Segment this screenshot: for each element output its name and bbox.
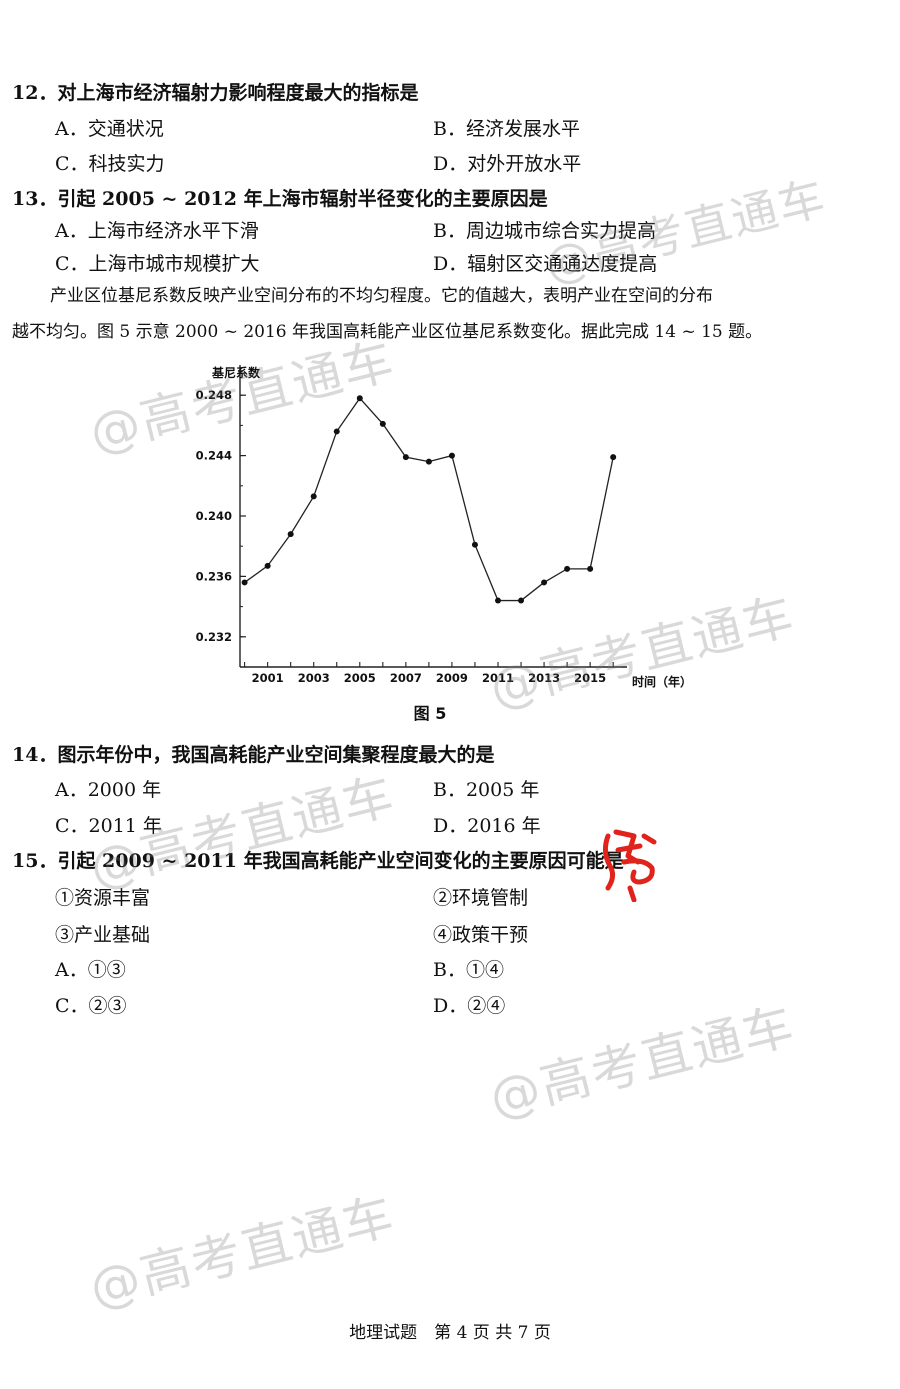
data-point [448,452,455,459]
q12-option-a: A．交通状况 [55,118,164,140]
passage: 产业区位基尼系数反映产业空间分布的不均匀程度。它的值越大，表明产业在空间的分布 … [12,278,884,350]
data-point [241,579,248,586]
q15-statement-3: ③产业基础 [55,924,151,946]
q15-statement-4: ④政策干预 [433,924,529,946]
x-tick-label: 2003 [298,671,330,685]
page-footer: 地理试题 第 4 页 共 7 页 [349,1323,551,1343]
q15-option-c: C．②③ [55,995,127,1017]
q15-option-b: B．①④ [433,959,504,981]
q14-option-d: D．2016 年 [433,815,541,837]
data-point [564,565,571,572]
q13-option-a: A．上海市经济水平下滑 [55,220,259,242]
series-line [244,397,614,602]
y-tick-label: 0.232 [196,630,232,644]
y-axis-label: 基尼系数 [211,365,261,380]
y-tick-label: 0.248 [196,388,232,402]
q13-option-d: D．辐射区交通通达度提高 [433,253,658,275]
data-point [471,541,478,548]
q12-option-b: B．经济发展水平 [433,118,580,140]
passage-line-2: 越不均匀。图 5 示意 2000 ~ 2016 年我国高耗能产业区位基尼系数变化… [12,322,763,342]
red-stamp-icon [602,829,657,902]
data-point [495,597,501,604]
x-tick-label: 2011 [482,671,514,685]
q12-stem: 12．对上海市经济辐射力影响程度最大的指标是 [12,82,419,104]
data-point [610,454,617,461]
x-tick-label: 2007 [390,671,422,685]
data-point [333,428,340,435]
data-point [310,493,317,500]
watermark-text: @高考直通车 [483,996,801,1129]
chart-series [241,395,617,604]
q15-statement-2: ②环境管制 [433,887,529,909]
chart-ticks: 0.232 0.236 0.240 0.244 0.248 2001 2003 2005 200… [196,388,614,685]
q15-stem: 15．引起 2009 ~ 2011 年我国高耗能产业空间变化的主要原因可能是 [12,850,624,872]
q12-option-c: C．科技实力 [55,153,165,175]
x-tick-label: 2005 [344,671,376,685]
data-point [402,454,409,461]
x-tick-label: 2009 [436,671,468,685]
passage-line-1: 产业区位基尼系数反映产业空间分布的不均匀程度。它的值越大，表明产业在空间的分布 [50,286,713,306]
q14-option-b: B．2005 年 [433,779,540,801]
y-tick-label: 0.244 [196,449,232,463]
data-point [264,562,271,569]
q15-option-a: A．①③ [55,959,126,981]
x-axis-label: 时间（年） [632,674,692,689]
data-point [425,458,432,465]
q14-option-c: C．2011 年 [55,815,162,837]
q13-stem: 13．引起 2005 ~ 2012 年上海市辐射半径变化的主要原因是 [12,188,548,210]
q14-stem: 14．图示年份中，我国高耗能产业空间集聚程度最大的是 [12,744,495,766]
watermark-text: @高考直通车 [83,1186,401,1319]
x-tick-label: 2015 [574,671,606,685]
q14-option-a: A．2000 年 [55,779,162,801]
q15-statement-1: ①资源丰富 [55,887,151,909]
data-point [518,597,525,604]
data-point [356,395,363,402]
figure-caption: 图 5 [413,704,447,723]
q15-option-d: D．②④ [433,995,506,1017]
data-point [587,565,594,572]
data-point [287,531,294,538]
q13-option-c: C．上海市城市规模扩大 [55,253,260,275]
x-tick-label: 2001 [252,671,284,685]
q12-option-d: D．对外开放水平 [433,153,582,175]
x-tick-label: 2013 [528,671,560,685]
y-tick-label: 0.236 [196,569,232,583]
data-point [379,420,386,427]
q13-option-b: B．周边城市综合实力提高 [433,220,656,242]
y-tick-label: 0.240 [196,509,232,523]
data-point [541,579,548,586]
